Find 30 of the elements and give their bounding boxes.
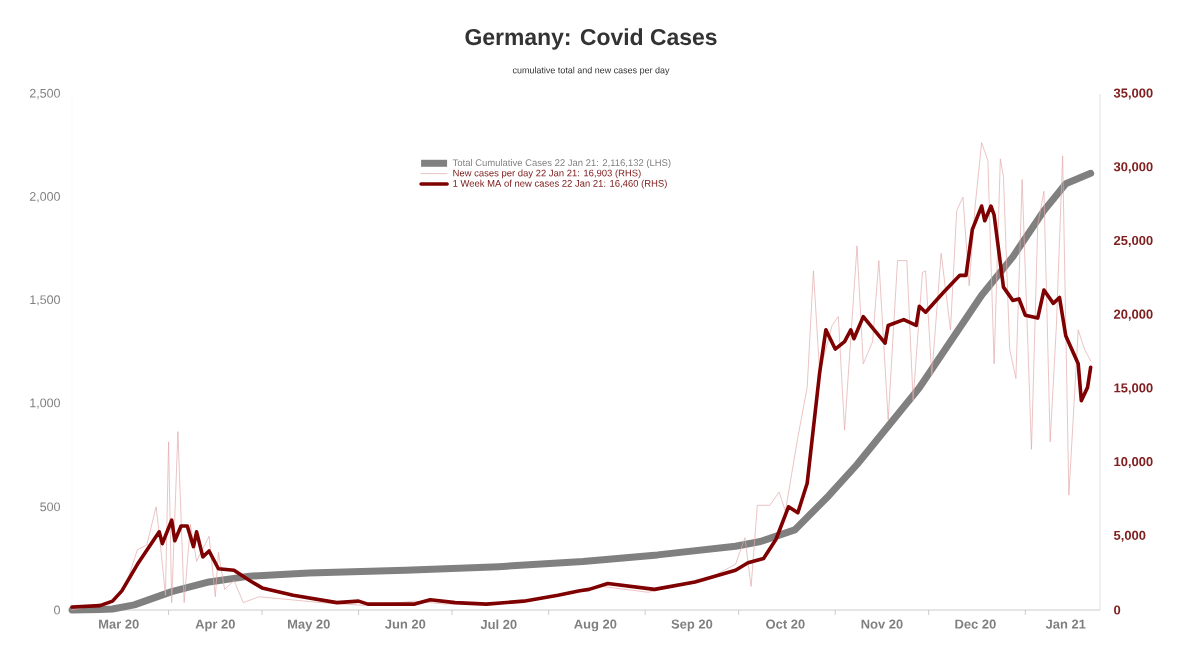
legend-label: Total Cumulative Cases 22 Jan 21: 2,116,132 (LHS) (452, 159, 671, 168)
x-tick-label: Apr 20 (195, 619, 235, 632)
x-tick-label: Nov 20 (861, 619, 903, 629)
y2-tick-label: 0 (1114, 605, 1121, 615)
y-tick-label: 500 (40, 502, 60, 512)
x-tick-label: Sep 20 (671, 619, 713, 632)
y2-tick-label: 5,000 (1113, 530, 1146, 542)
x-tick-label: Jan 21 (1045, 619, 1086, 629)
y-tick-label: 1,500 (30, 295, 60, 306)
x-tick-label: Jun 20 (385, 619, 426, 629)
x-tick-label: Oct 20 (766, 619, 805, 629)
chart-subtitle: cumulative total and new cases per day (512, 66, 670, 76)
x-tick-label: Mar 20 (99, 619, 139, 629)
legend-label: New cases per day 22 Jan 21: 16,903 (RHS) (453, 169, 641, 179)
x-tick-label: Dec 20 (955, 619, 996, 629)
y2-tick-label: 30,000 (1113, 162, 1153, 174)
y-tick-label: 1,000 (30, 398, 60, 409)
y2-tick-label: 35,000 (1113, 88, 1153, 100)
x-tick-label: Aug 20 (574, 619, 617, 632)
y2-tick-label: 25,000 (1113, 235, 1153, 247)
y-tick-label: 2,000 (29, 192, 60, 203)
x-tick-label: May 20 (288, 619, 330, 632)
y2-tick-label: 15,000 (1114, 383, 1153, 395)
y-tick-label: 2,500 (29, 88, 60, 100)
y-tick-label: 0 (54, 605, 60, 615)
chart-title: Germany: Covid Cases (465, 28, 717, 50)
y2-tick-label: 20,000 (1113, 309, 1153, 321)
legend-label: 1 Week MA of new cases 22 Jan 21: 16,460 (RHS) (453, 179, 667, 189)
y2-tick-label: 10,000 (1114, 457, 1153, 469)
x-tick-label: Jul 20 (480, 619, 517, 630)
